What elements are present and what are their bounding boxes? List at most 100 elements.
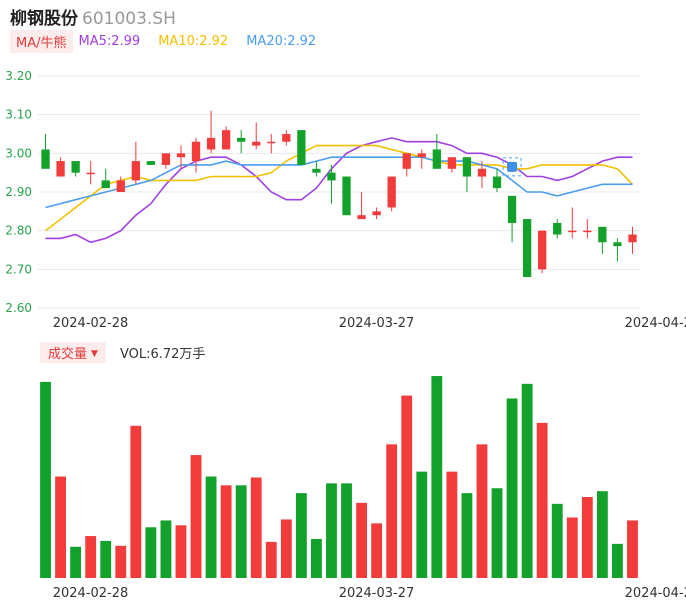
volume-legend: 成交量 ▼ VOL:6.72万手: [40, 341, 206, 363]
volume-button-label: 成交量: [48, 346, 88, 362]
candle-body: [221, 130, 231, 150]
moving-average-lines: [45, 137, 634, 244]
volume-bar: [612, 543, 623, 578]
x-date-label: 2024-04-25: [625, 316, 686, 331]
price-axis: 3.20 3.10 3.00 2.90 2.80 2.70 2.60: [5, 69, 32, 315]
volume-bar: [100, 540, 112, 578]
candle-body: [146, 161, 156, 165]
candle-body: [432, 149, 441, 169]
candle-body: [402, 153, 411, 169]
volume-bar: [295, 493, 307, 578]
candle-body: [507, 195, 517, 223]
candle-body: [492, 176, 502, 189]
candle-body: [282, 134, 291, 142]
candle: [477, 161, 487, 189]
candle-body: [176, 153, 186, 158]
volume-bar: [311, 538, 322, 578]
candle: [161, 153, 171, 169]
volume-bar: [160, 520, 172, 578]
candle-body: [598, 226, 607, 243]
y-tick-label: 2.60: [5, 301, 32, 315]
volume-bar: [280, 519, 292, 578]
volume-bar: [401, 395, 413, 578]
stock-name: 柳钢股份: [10, 9, 78, 29]
candle-body: [372, 211, 381, 216]
volume-bar: [265, 541, 277, 578]
candle: [507, 195, 517, 243]
candle: [402, 153, 411, 177]
volume-indicator-button[interactable]: 成交量 ▼: [40, 341, 106, 363]
candle: [221, 126, 231, 150]
candle-body: [522, 219, 532, 278]
stock-code: 601003.SH: [82, 9, 176, 29]
candle: [191, 137, 201, 173]
ma-toggle-button[interactable]: MA/牛熊: [10, 29, 73, 53]
volume-bar: [461, 493, 473, 578]
candle: [267, 134, 276, 154]
candle-body: [267, 141, 276, 144]
candle: [86, 161, 95, 185]
candle: [417, 149, 426, 169]
candle: [252, 122, 261, 150]
candle: [71, 161, 80, 177]
volume-bar: [205, 476, 217, 578]
candle: [176, 145, 186, 169]
volume-value: VOL:6.72万手: [119, 346, 206, 362]
dropdown-triangle-icon: ▼: [91, 348, 98, 359]
candle-body: [477, 168, 487, 177]
y-tick-label: 3.20: [5, 69, 32, 83]
candle: [522, 219, 532, 278]
volume-bar: [416, 471, 428, 578]
candle: [101, 168, 110, 189]
candle-body: [71, 161, 80, 173]
volume-bar: [115, 545, 127, 578]
volume-bar: [566, 517, 578, 578]
y-tick-label: 3.00: [5, 146, 32, 160]
volume-bar: [446, 471, 458, 578]
volume-bar: [145, 527, 157, 578]
x-date-label: 2024-02-28: [53, 316, 129, 331]
candle: [357, 192, 366, 220]
candle-body: [583, 230, 592, 233]
volume-bar: [250, 477, 262, 578]
candle-body: [191, 141, 201, 162]
candle-body: [357, 215, 366, 220]
candle: [342, 176, 351, 216]
x-date-label: 2024-04-25: [625, 586, 686, 601]
ma5-line: [45, 137, 633, 244]
candle-body: [206, 137, 216, 150]
ma-legend: MA/牛熊 MA5:2.99 MA10:2.92 MA20:2.92: [10, 29, 334, 53]
candlesticks: [41, 110, 637, 278]
candle: [447, 157, 457, 173]
volume-bar: [627, 520, 638, 578]
volume-bar: [536, 422, 548, 578]
volume-bar: [371, 523, 383, 578]
volume-bar: [506, 398, 518, 578]
candle-body: [462, 157, 472, 177]
candle: [237, 130, 246, 154]
volume-bar: [130, 425, 142, 578]
volume-bar: [190, 455, 202, 578]
volume-bar: [175, 525, 187, 578]
candle-body: [252, 141, 261, 146]
candle-body: [613, 242, 622, 247]
candle: [492, 168, 502, 192]
focus-dot-icon: [507, 161, 518, 172]
price-grid: [38, 75, 640, 309]
candle: [553, 219, 562, 239]
x-date-label: 2024-03-27: [339, 316, 415, 331]
y-tick-label: 2.70: [5, 262, 32, 276]
focus-frame: [502, 157, 522, 177]
volume-bar: [55, 476, 66, 578]
candle-body: [116, 180, 125, 192]
volume-bar: [581, 497, 593, 578]
x-date-label: 2024-03-27: [339, 586, 415, 601]
candle: [538, 230, 547, 274]
volume-bars: [40, 376, 638, 578]
volume-date-axis: 2024-02-28 2024-03-27 2024-04-25: [53, 586, 686, 601]
candle-body: [131, 161, 140, 181]
candle-body: [86, 172, 95, 175]
x-date-label: 2024-02-28: [53, 586, 129, 601]
candle-body: [447, 157, 457, 169]
